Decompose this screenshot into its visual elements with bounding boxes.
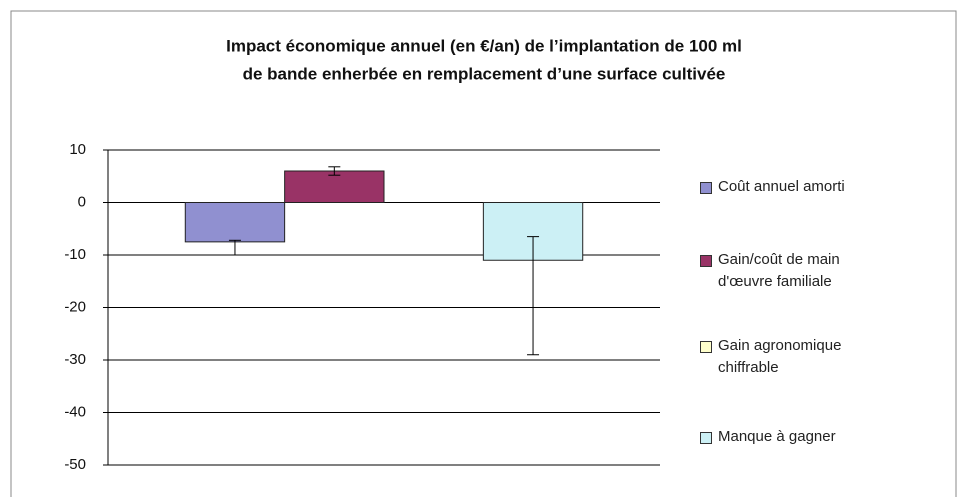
- y-tick-label: -30: [64, 351, 86, 368]
- bar: [184, 202, 286, 243]
- legend-label: Gain agronomique chiffrable: [718, 337, 842, 376]
- bar: [284, 170, 385, 203]
- y-tick-label: 10: [69, 141, 86, 158]
- legend-label: Coût annuel amorti: [718, 178, 845, 195]
- legend-swatch: [700, 182, 712, 194]
- y-tick-label: -10: [64, 246, 86, 263]
- legend-swatch: [700, 341, 712, 353]
- legend-entry: Manque à gagner: [700, 426, 875, 448]
- legend-label: Manque à gagner: [718, 428, 836, 445]
- legend-swatch: [700, 255, 712, 267]
- y-tick-label: -50: [64, 456, 86, 473]
- y-tick-label: 0: [78, 193, 86, 210]
- y-tick-label: -40: [64, 403, 86, 420]
- frame: [10, 10, 957, 497]
- legend-entry: Gain/coût de main d'œuvre familiale: [700, 249, 875, 293]
- legend-entry: Gain agronomique chiffrable: [700, 335, 875, 379]
- y-tick-label: -20: [64, 298, 86, 315]
- legend-swatch: [700, 432, 712, 444]
- legend-label: Gain/coût de main d'œuvre familiale: [718, 251, 840, 290]
- legend-entry: Coût annuel amorti: [700, 176, 875, 198]
- chart-title: de bande enherbée en remplacement d’une …: [243, 64, 726, 83]
- chart-title: Impact économique annuel (en €/an) de l’…: [226, 36, 742, 55]
